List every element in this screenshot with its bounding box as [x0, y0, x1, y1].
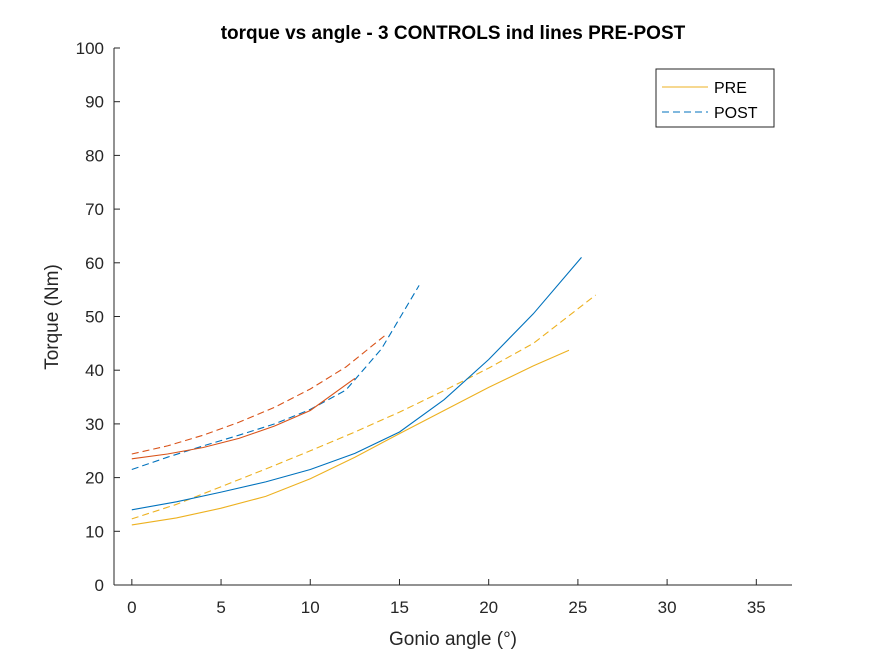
x-tick-label: 35 [747, 598, 766, 617]
y-tick-label: 20 [85, 469, 104, 488]
x-tick-label: 10 [301, 598, 320, 617]
y-tick-label: 100 [76, 39, 104, 58]
y-tick-label: 30 [85, 415, 104, 434]
y-tick-label: 90 [85, 93, 104, 112]
series-line-5 [131, 377, 356, 460]
axes [113, 48, 792, 586]
y-tick-label: 40 [85, 361, 104, 380]
plot-lines [131, 257, 597, 526]
x-ticks: 0 5 10 15 20 25 30 35 [127, 579, 766, 617]
y-tick-label: 10 [85, 522, 104, 541]
x-tick-label: 15 [390, 598, 409, 617]
x-tick-label: 25 [568, 598, 587, 617]
legend-box [655, 68, 775, 128]
y-tick-label: 80 [85, 146, 104, 165]
y-tick-label: 50 [85, 308, 104, 327]
x-tick-label: 5 [216, 598, 225, 617]
y-tick-label: 0 [95, 576, 104, 595]
x-tick-label: 20 [479, 598, 498, 617]
series-line-6 [131, 334, 386, 455]
series-line-2 [131, 294, 597, 520]
x-tick-label: 30 [658, 598, 677, 617]
y-ticks: 0 10 20 30 40 50 60 70 80 90 100 [76, 39, 120, 595]
y-tick-label: 70 [85, 200, 104, 219]
legend: PRE POST [655, 68, 775, 128]
x-tick-label: 0 [127, 598, 136, 617]
y-tick-label: 60 [85, 254, 104, 273]
series-line-1 [131, 349, 570, 526]
series-line-4 [131, 285, 420, 471]
y-axis-label: Torque (Nm) [42, 264, 63, 370]
chart-title: torque vs angle - 3 CONTROLS ind lines P… [221, 23, 686, 44]
x-axis-label: Gonio angle (°) [389, 629, 517, 650]
legend-label: POST [714, 105, 758, 122]
series-line-3 [131, 257, 582, 511]
legend-label: PRE [714, 80, 747, 97]
